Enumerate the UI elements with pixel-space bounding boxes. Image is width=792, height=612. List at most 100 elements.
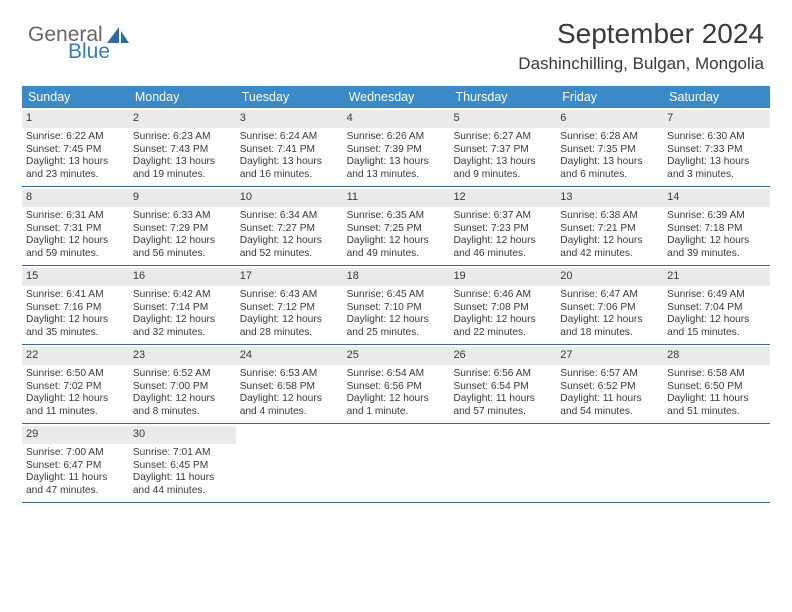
day-cell: . — [236, 424, 343, 502]
title-block: September 2024 Dashinchilling, Bulgan, M… — [518, 18, 764, 74]
day-number: 1 — [22, 110, 129, 128]
day-cell: 24Sunrise: 6:53 AMSunset: 6:58 PMDayligh… — [236, 345, 343, 423]
day-number: 19 — [449, 268, 556, 286]
day-number: 3 — [236, 110, 343, 128]
daylight-text: Daylight: 13 hours and 23 minutes. — [26, 156, 125, 182]
daylight-text: Daylight: 12 hours and 59 minutes. — [26, 235, 125, 261]
day-number: 28 — [663, 347, 770, 365]
sunset-text: Sunset: 7:04 PM — [667, 302, 766, 315]
day-cell: 10 Sunrise: 6:34 AMSunset: 7:27 PMDayligh… — [236, 187, 343, 265]
day-cell: 25Sunrise: 6:54 AMSunset: 6:56 PMDayligh… — [343, 345, 450, 423]
sunset-text: Sunset: 7:31 PM — [26, 223, 125, 236]
sunset-text: Sunset: 7:08 PM — [453, 302, 552, 315]
sunrise-text: Sunrise: 7:01 AM — [133, 447, 232, 460]
sunrise-text: Sunrise: 6:46 AM — [453, 289, 552, 302]
sunset-text: Sunset: 7:10 PM — [347, 302, 446, 315]
day-cell: 23Sunrise: 6:52 AMSunset: 7:00 PMDayligh… — [129, 345, 236, 423]
day-cell: 5Sunrise: 6:27 AMSunset: 7:37 PMDaylight… — [449, 108, 556, 186]
daylight-text: Daylight: 13 hours and 16 minutes. — [240, 156, 339, 182]
sunrise-text: Sunrise: 6:50 AM — [26, 368, 125, 381]
sunset-text: Sunset: 7:25 PM — [347, 223, 446, 236]
sunset-text: Sunset: 6:58 PM — [240, 381, 339, 394]
sunset-text: Sunset: 6:52 PM — [560, 381, 659, 394]
sunrise-text: Sunrise: 6:56 AM — [453, 368, 552, 381]
day-cell: . — [343, 424, 450, 502]
day-number: 22 — [22, 347, 129, 365]
month-title: September 2024 — [518, 18, 764, 50]
daylight-text: Daylight: 11 hours and 57 minutes. — [453, 393, 552, 419]
sunrise-text: Sunrise: 6:57 AM — [560, 368, 659, 381]
sunrise-text: Sunrise: 6:39 AM — [667, 210, 766, 223]
day-header-cell: Wednesday — [343, 86, 450, 108]
day-number: 29 — [22, 426, 129, 444]
day-cell: 8 Sunrise: 6:31 AMSunset: 7:31 PMDaylight… — [22, 187, 129, 265]
logo: General Blue — [28, 18, 131, 62]
sunset-text: Sunset: 7:27 PM — [240, 223, 339, 236]
sunrise-text: Sunrise: 6:31 AM — [26, 210, 125, 223]
day-cell: 16Sunrise: 6:42 AMSunset: 7:14 PMDayligh… — [129, 266, 236, 344]
day-cell: 4Sunrise: 6:26 AMSunset: 7:39 PMDaylight… — [343, 108, 450, 186]
sunset-text: Sunset: 7:16 PM — [26, 302, 125, 315]
daylight-text: Daylight: 11 hours and 44 minutes. — [133, 472, 232, 498]
day-number: 27 — [556, 347, 663, 365]
sunrise-text: Sunrise: 6:43 AM — [240, 289, 339, 302]
sunset-text: Sunset: 7:12 PM — [240, 302, 339, 315]
sunrise-text: Sunrise: 6:38 AM — [560, 210, 659, 223]
day-cell: 14Sunrise: 6:39 AMSunset: 7:18 PMDayligh… — [663, 187, 770, 265]
sunrise-text: Sunrise: 7:00 AM — [26, 447, 125, 460]
daylight-text: Daylight: 12 hours and 4 minutes. — [240, 393, 339, 419]
header: General Blue September 2024 Dashinchilli… — [0, 0, 792, 82]
day-header-row: SundayMondayTuesdayWednesdayThursdayFrid… — [22, 86, 770, 108]
daylight-text: Daylight: 12 hours and 46 minutes. — [453, 235, 552, 261]
sunset-text: Sunset: 7:23 PM — [453, 223, 552, 236]
week-row: 29Sunrise: 7:00 AMSunset: 6:47 PMDayligh… — [22, 424, 770, 503]
sunrise-text: Sunrise: 6:34 AM — [240, 210, 339, 223]
sunrise-text: Sunrise: 6:45 AM — [347, 289, 446, 302]
day-cell: 12Sunrise: 6:37 AMSunset: 7:23 PMDayligh… — [449, 187, 556, 265]
sunset-text: Sunset: 7:18 PM — [667, 223, 766, 236]
location-label: Dashinchilling, Bulgan, Mongolia — [518, 54, 764, 74]
day-header-cell: Tuesday — [236, 86, 343, 108]
sunrise-text: Sunrise: 6:27 AM — [453, 131, 552, 144]
daylight-text: Daylight: 11 hours and 51 minutes. — [667, 393, 766, 419]
week-row: 1Sunrise: 6:22 AMSunset: 7:45 PMDaylight… — [22, 108, 770, 187]
day-number: 10 — [236, 189, 343, 207]
daylight-text: Daylight: 12 hours and 52 minutes. — [240, 235, 339, 261]
day-number: 9 — [129, 189, 236, 207]
day-number: 16 — [129, 268, 236, 286]
day-number: 4 — [343, 110, 450, 128]
day-number: 17 — [236, 268, 343, 286]
sunset-text: Sunset: 7:14 PM — [133, 302, 232, 315]
day-cell: 6Sunrise: 6:28 AMSunset: 7:35 PMDaylight… — [556, 108, 663, 186]
day-number: 8 — [22, 189, 129, 207]
daylight-text: Daylight: 13 hours and 19 minutes. — [133, 156, 232, 182]
day-number: 24 — [236, 347, 343, 365]
day-cell: 26Sunrise: 6:56 AMSunset: 6:54 PMDayligh… — [449, 345, 556, 423]
sunset-text: Sunset: 6:47 PM — [26, 460, 125, 473]
sunset-text: Sunset: 6:56 PM — [347, 381, 446, 394]
day-cell: 2Sunrise: 6:23 AMSunset: 7:43 PMDaylight… — [129, 108, 236, 186]
sunset-text: Sunset: 7:39 PM — [347, 144, 446, 157]
sunrise-text: Sunrise: 6:24 AM — [240, 131, 339, 144]
sunrise-text: Sunrise: 6:52 AM — [133, 368, 232, 381]
day-number: 5 — [449, 110, 556, 128]
day-header-cell: Friday — [556, 86, 663, 108]
day-cell: 22Sunrise: 6:50 AMSunset: 7:02 PMDayligh… — [22, 345, 129, 423]
day-number: 23 — [129, 347, 236, 365]
sunset-text: Sunset: 7:00 PM — [133, 381, 232, 394]
day-cell: 28Sunrise: 6:58 AMSunset: 6:50 PMDayligh… — [663, 345, 770, 423]
day-cell: 19Sunrise: 6:46 AMSunset: 7:08 PMDayligh… — [449, 266, 556, 344]
sunrise-text: Sunrise: 6:47 AM — [560, 289, 659, 302]
daylight-text: Daylight: 11 hours and 47 minutes. — [26, 472, 125, 498]
sunset-text: Sunset: 7:21 PM — [560, 223, 659, 236]
sunrise-text: Sunrise: 6:35 AM — [347, 210, 446, 223]
sunrise-text: Sunrise: 6:30 AM — [667, 131, 766, 144]
daylight-text: Daylight: 12 hours and 28 minutes. — [240, 314, 339, 340]
sunset-text: Sunset: 6:54 PM — [453, 381, 552, 394]
sunrise-text: Sunrise: 6:42 AM — [133, 289, 232, 302]
sunset-text: Sunset: 7:43 PM — [133, 144, 232, 157]
sunset-text: Sunset: 6:50 PM — [667, 381, 766, 394]
daylight-text: Daylight: 12 hours and 1 minute. — [347, 393, 446, 419]
daylight-text: Daylight: 11 hours and 54 minutes. — [560, 393, 659, 419]
daylight-text: Daylight: 12 hours and 39 minutes. — [667, 235, 766, 261]
